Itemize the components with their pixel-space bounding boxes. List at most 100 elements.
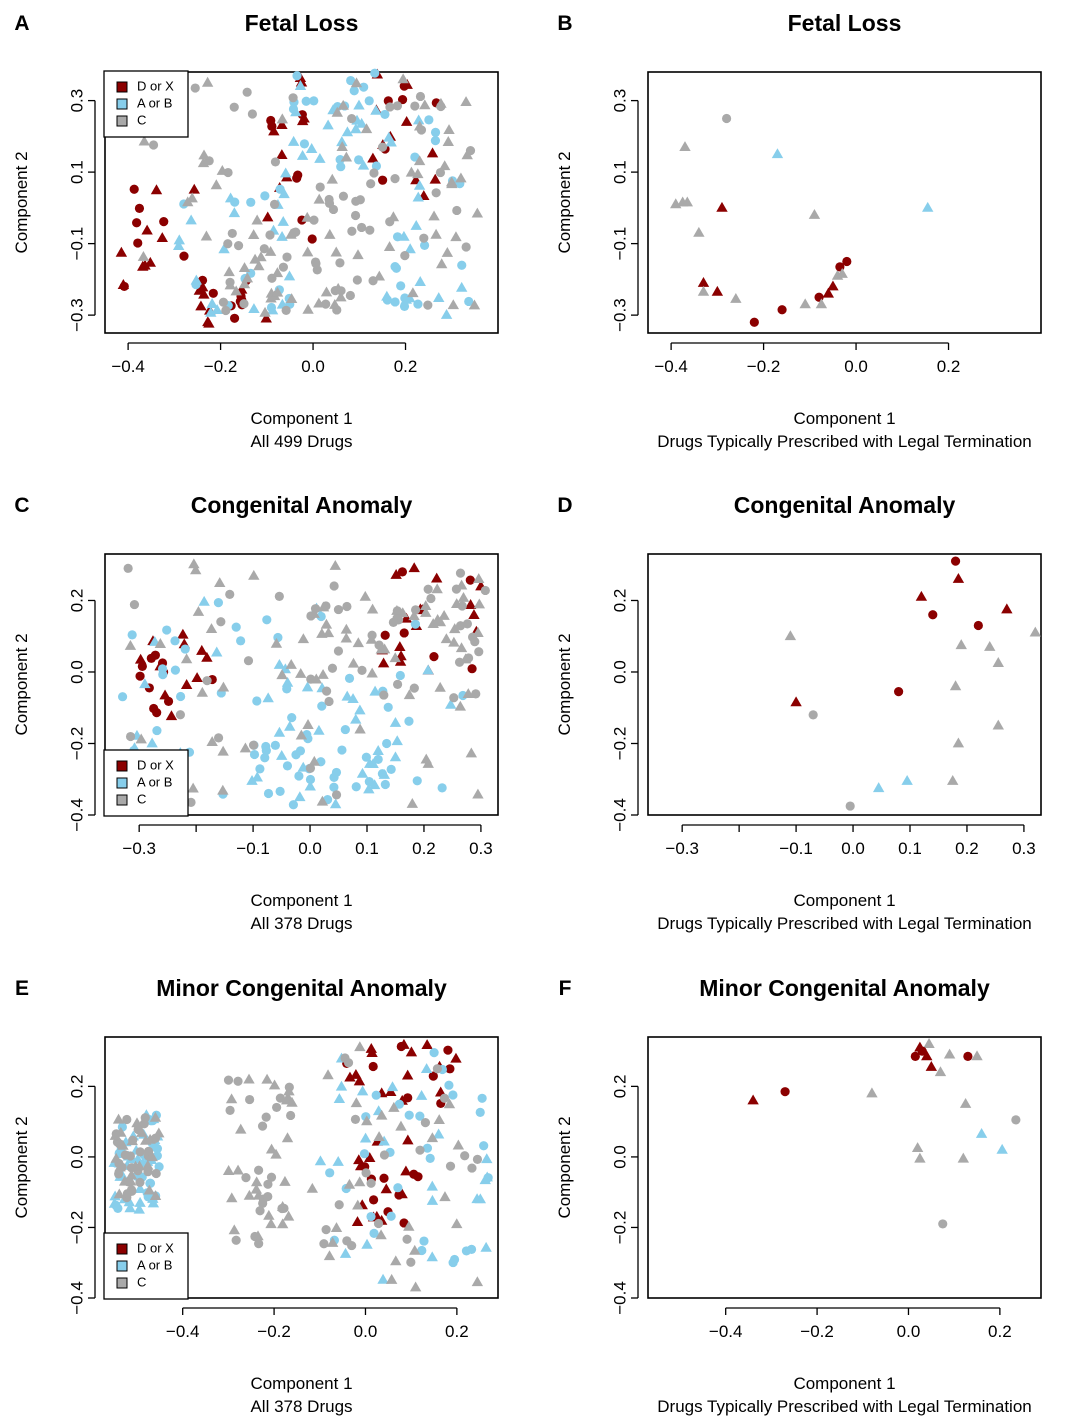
data-point [366, 603, 379, 614]
data-point [439, 1191, 451, 1202]
data-point [251, 214, 263, 225]
data-point [305, 763, 316, 773]
data-point [369, 685, 381, 696]
x-tick-label: 0.2 [988, 1322, 1012, 1341]
data-point [371, 161, 382, 171]
data-point [165, 710, 178, 721]
data-point [162, 625, 172, 635]
data-point [331, 790, 342, 800]
data-point [382, 738, 392, 749]
data-point [749, 317, 759, 327]
data-point [391, 735, 403, 746]
data-point [462, 619, 472, 629]
data-point [341, 126, 354, 137]
data-point [460, 1151, 470, 1161]
data-point [419, 1236, 429, 1246]
data-point [276, 669, 288, 680]
x-tick-label: 0.1 [355, 839, 379, 858]
data-point [335, 258, 345, 268]
data-point [452, 205, 462, 216]
data-point [952, 573, 965, 583]
legend-label: D or X [137, 1240, 174, 1255]
data-point [361, 752, 371, 762]
data-point [329, 782, 339, 792]
data-point [268, 125, 280, 136]
data-point [263, 788, 274, 799]
data-point [258, 1198, 268, 1208]
data-point [314, 1155, 327, 1166]
y-axis-label: Component 2 [12, 633, 31, 735]
data-point [1011, 1115, 1021, 1125]
data-point [403, 689, 416, 700]
data-point [477, 1093, 487, 1103]
data-point [429, 652, 439, 662]
data-point [445, 1161, 456, 1171]
panel-letter: F [559, 977, 572, 1000]
data-point [255, 764, 265, 774]
data-point [182, 196, 194, 207]
data-point [253, 260, 265, 271]
data-point [134, 1183, 146, 1193]
data-point [202, 676, 212, 686]
data-point [437, 783, 447, 793]
data-point [385, 1273, 398, 1284]
data-point [192, 606, 205, 616]
data-point [336, 141, 348, 152]
panel-d: D Congenital Anomaly −0.3 −0.1 0.0 0.1 0.2 0.3 −… [555, 492, 1042, 933]
data-point [389, 652, 401, 663]
data-point [157, 664, 168, 674]
data-point [308, 755, 321, 766]
data-point [191, 672, 203, 682]
chart-title: Fetal Loss [245, 10, 359, 36]
data-point [815, 298, 828, 309]
data-point [475, 1107, 485, 1117]
data-point [409, 1244, 421, 1255]
data-point [975, 1127, 988, 1138]
data-point [349, 86, 359, 96]
data-point [324, 194, 334, 205]
data-point [276, 1218, 289, 1229]
data-point [304, 780, 316, 791]
y-tick-label: −0.4 [67, 1281, 86, 1315]
data-point [224, 279, 236, 290]
data-point [133, 1124, 143, 1135]
data-point [205, 306, 217, 317]
data-point [281, 676, 294, 687]
data-point [243, 656, 254, 666]
x-tick-label: −0.4 [654, 357, 688, 376]
data-point [302, 303, 314, 314]
data-point [984, 640, 996, 651]
data-point [420, 600, 432, 611]
data-point [322, 1069, 334, 1080]
data-point [265, 230, 275, 240]
data-point [239, 299, 249, 309]
data-point [248, 303, 260, 314]
data-point [479, 1141, 489, 1151]
data-point [448, 1257, 458, 1268]
data-point [152, 708, 162, 718]
data-point [127, 630, 137, 640]
data-point [472, 1154, 483, 1164]
data-point [285, 228, 297, 239]
data-point [276, 230, 288, 241]
data-point [213, 598, 224, 608]
data-point [229, 313, 240, 323]
data-point [351, 1216, 364, 1227]
data-point [445, 1064, 455, 1074]
data-point [156, 232, 168, 243]
data-point [336, 286, 346, 296]
data-point [159, 216, 169, 227]
data-point [379, 1150, 390, 1160]
chart-title: Congenital Anomaly [191, 492, 413, 518]
data-point [202, 316, 214, 327]
data-point [357, 159, 370, 170]
data-point [230, 285, 242, 296]
data-point [179, 251, 189, 261]
data-point [180, 653, 193, 664]
data-point [269, 199, 280, 209]
data-point [347, 693, 359, 704]
data-point [185, 214, 197, 225]
data-point [373, 270, 386, 281]
data-point [232, 1164, 244, 1175]
data-point [276, 119, 288, 130]
